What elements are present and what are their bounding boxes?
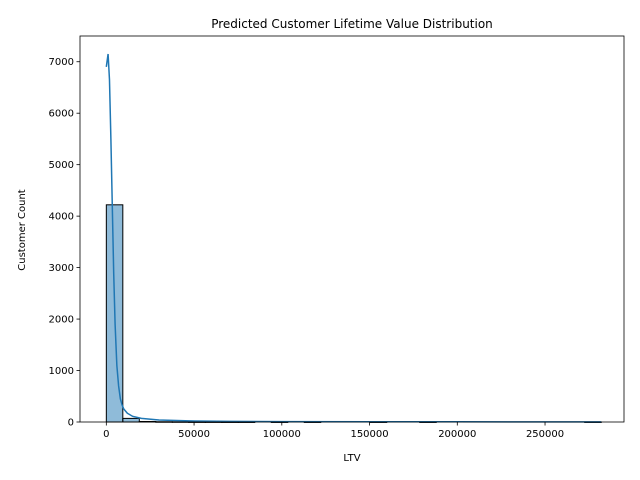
histogram-bar [122, 417, 140, 423]
x-tick-label: 0 [103, 429, 109, 440]
x-tick-label: 100000 [263, 429, 301, 440]
chart-title: Predicted Customer Lifetime Value Distri… [211, 17, 493, 31]
x-tick-label: 150000 [350, 429, 388, 440]
y-tick-label: 6000 [49, 109, 74, 120]
x-axis-label: LTV [343, 453, 360, 464]
y-tick-label: 2000 [49, 315, 74, 326]
y-tick-label: 1000 [49, 366, 74, 377]
plot-area: 0 50000 100000 150000 200000 250000 0 1000 2000 3… [49, 35, 625, 440]
x-tick-label: 50000 [178, 429, 210, 440]
axes-frame [79, 35, 625, 423]
x-tick-label: 200000 [438, 429, 476, 440]
x-tick-label: 250000 [526, 429, 564, 440]
y-tick-label: 4000 [49, 212, 74, 223]
y-tick-label: 7000 [49, 57, 74, 68]
kde-line [105, 53, 602, 423]
y-tick-label: 3000 [49, 263, 74, 274]
y-tick-label: 5000 [49, 160, 74, 171]
y-tick-label: 0 [68, 418, 74, 429]
y-axis-label: Customer Count [17, 189, 28, 271]
